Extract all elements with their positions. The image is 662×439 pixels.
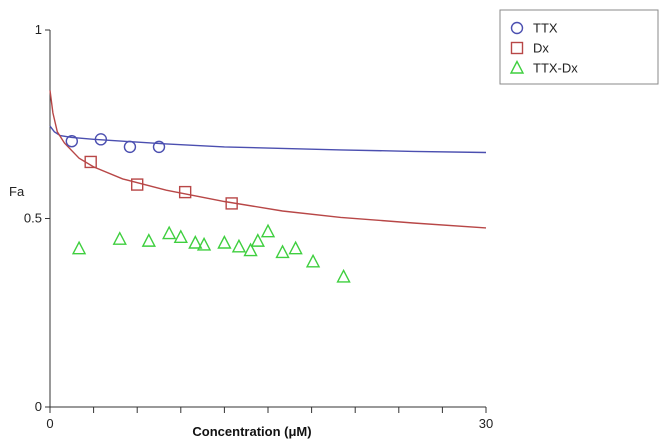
data-point-dx (225, 197, 238, 210)
data-point-ttx-dx (71, 240, 87, 255)
y-tick-label: 0.5 (24, 211, 42, 226)
y-tick-label: 1 (35, 22, 42, 37)
data-point-ttx-dx (250, 233, 265, 247)
data-point-ttx-dx (305, 253, 321, 268)
data-point-ttx-dx (275, 244, 290, 259)
legend-label-dx: Dx (533, 41, 549, 56)
fit-curve-dx (49, 90, 487, 229)
data-point-ttx-dx (188, 234, 203, 249)
data-point-ttx-dx (196, 236, 212, 251)
y-tick-label: 0 (35, 399, 42, 414)
fit-curves (49, 90, 487, 229)
data-point-ttx-dx (162, 225, 177, 240)
fit-curve-ttx (49, 125, 487, 154)
y-axis-title: Fa (9, 184, 25, 199)
data-point-ttx-dx (173, 229, 188, 244)
axes: 0 30 0 0.5 1 (24, 22, 493, 431)
data-point-dx (84, 155, 97, 169)
legend-marker-ttx-dx (509, 59, 525, 74)
data-point-ttx (94, 133, 108, 146)
data-point-ttx-dx (217, 234, 232, 249)
x-tick-label: 0 (46, 416, 53, 431)
data-point-ttx-dx (288, 240, 303, 255)
legend-label-ttx-dx: TTX-Dx (533, 61, 578, 76)
data-point-ttx-dx (141, 233, 156, 247)
x-axis-title: Concentration (μM) (192, 424, 311, 439)
data-point-ttx-dx (336, 268, 351, 283)
data-point-ttx-dx (243, 242, 258, 257)
legend-box (499, 9, 659, 85)
data-markers (65, 133, 351, 283)
legend-label-ttx: TTX (533, 21, 558, 36)
data-point-ttx (65, 135, 79, 148)
data-point-ttx (152, 140, 166, 154)
data-point-dx (130, 178, 144, 191)
x-tick-label: 30 (479, 416, 493, 431)
data-point-ttx-dx (112, 231, 127, 245)
legend: TTX Dx TTX-Dx (499, 9, 659, 85)
data-point-ttx-dx (231, 238, 247, 253)
legend-marker-ttx (510, 21, 524, 35)
legend-marker-dx (510, 41, 524, 55)
data-point-dx (178, 185, 192, 199)
data-point-ttx (123, 140, 137, 154)
data-point-ttx-dx (260, 223, 276, 238)
